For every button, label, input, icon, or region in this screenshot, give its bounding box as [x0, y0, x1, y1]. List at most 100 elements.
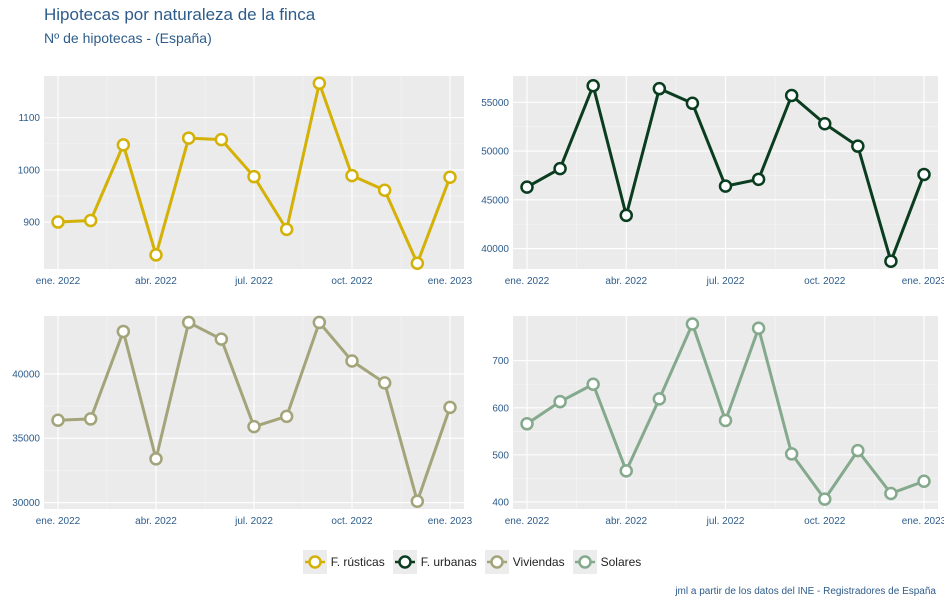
panel-solares: 400 500 600 700 ene. 2022 abr. 2022 jul. 2022 o…	[492, 316, 944, 527]
y-tick-label: 50000	[481, 147, 509, 158]
panel-viviendas: 30000 35000 40000 ene. 2022 abr. 2022 jul. 20…	[12, 315, 473, 527]
data-point-solares	[884, 486, 898, 501]
legend-label-urbanas: F. urbanas	[420, 555, 477, 569]
data-point-rusticas	[312, 76, 327, 91]
x-tick-label: ene. 2023	[428, 516, 473, 527]
data-point-solares	[685, 317, 700, 331]
data-point-viviendas	[116, 324, 131, 339]
data-point-solares	[652, 392, 667, 406]
legend-label-viviendas: Viviendas	[512, 555, 565, 569]
data-point-rusticas	[443, 170, 457, 184]
data-point-urbanas	[851, 139, 865, 153]
data-point-rusticas	[377, 183, 392, 197]
data-point-viviendas	[247, 419, 261, 434]
panel-rusticas: 900 1000 1100 ene. 2022 abr. 2022 jul. 2022 oc…	[18, 76, 473, 287]
y-tick-label: 35000	[12, 434, 40, 445]
chart-subtitle: Nº de hipotecas - (España)	[44, 30, 212, 46]
data-point-urbanas	[718, 179, 733, 193]
y-tick-label: 700	[492, 356, 509, 367]
data-point-urbanas	[884, 254, 898, 268]
x-tick-label: oct. 2022	[804, 516, 846, 527]
data-point-solares	[619, 464, 633, 478]
x-tick-label: abr. 2022	[135, 516, 177, 527]
panel-urbanas: 40000 45000 50000 55000 ene. 2022 abr. 2022 ju…	[481, 76, 944, 287]
x-tick-label: abr. 2022	[605, 516, 647, 527]
data-point-rusticas	[214, 132, 229, 147]
x-tick-label: oct. 2022	[331, 276, 373, 287]
data-point-viviendas	[312, 315, 327, 330]
data-point-viviendas	[83, 412, 98, 426]
x-tick-label: abr. 2022	[605, 276, 647, 287]
data-point-urbanas	[917, 167, 931, 182]
data-point-urbanas	[751, 172, 766, 187]
charts-canvas: 900 1000 1100 ene. 2022 abr. 2022 jul. 2022 oc…	[12, 76, 944, 527]
y-tick-label: 500	[492, 450, 509, 461]
legend-item-rusticas: F. rústicas	[302, 550, 385, 574]
x-tick-label: oct. 2022	[804, 276, 846, 287]
y-tick-label: 1000	[18, 165, 41, 176]
data-point-rusticas	[279, 222, 294, 237]
x-tick-label: jul. 2022	[234, 516, 273, 527]
data-point-rusticas	[181, 131, 196, 145]
data-point-urbanas	[520, 180, 534, 194]
x-tick-label: oct. 2022	[331, 516, 373, 527]
legend-item-solares: Solares	[572, 550, 642, 574]
data-point-urbanas	[553, 161, 567, 176]
data-point-solares	[586, 377, 600, 392]
legend-item-viviendas: Viviendas	[484, 550, 565, 574]
y-tick-label: 55000	[481, 98, 509, 109]
data-point-solares	[553, 394, 567, 409]
x-tick-label: ene. 2022	[36, 276, 81, 287]
data-point-solares	[917, 474, 931, 488]
data-point-urbanas	[619, 208, 633, 223]
data-point-solares	[851, 443, 865, 458]
data-point-viviendas	[214, 332, 229, 346]
legend-key-rusticas-icon	[302, 550, 327, 574]
data-point-solares	[818, 492, 832, 506]
data-point-viviendas	[279, 409, 294, 424]
data-point-solares	[520, 417, 534, 431]
legend-label-rusticas: F. rústicas	[330, 555, 385, 569]
y-tick-label: 900	[23, 218, 40, 229]
y-tick-label: 600	[492, 403, 509, 414]
legend-item-urbanas: F. urbanas	[392, 550, 477, 574]
data-point-viviendas	[51, 413, 65, 427]
data-point-viviendas	[377, 376, 392, 390]
data-point-urbanas	[818, 117, 832, 131]
legend-key-viviendas-icon	[484, 550, 509, 574]
x-tick-label: ene. 2022	[505, 516, 550, 527]
x-tick-label: jul. 2022	[234, 276, 273, 287]
y-tick-label: 40000	[12, 369, 40, 380]
data-point-viviendas	[345, 354, 359, 368]
legend-label-solares: Solares	[600, 555, 642, 569]
data-point-urbanas	[586, 78, 600, 93]
data-point-viviendas	[181, 315, 196, 330]
data-point-urbanas	[685, 96, 700, 111]
y-tick-label: 45000	[481, 195, 509, 206]
x-tick-label: ene. 2023	[902, 276, 944, 287]
y-tick-label: 40000	[481, 244, 509, 255]
data-point-urbanas	[652, 81, 667, 96]
data-point-viviendas	[149, 452, 163, 466]
data-point-rusticas	[410, 256, 425, 271]
data-point-rusticas	[345, 168, 359, 183]
x-tick-label: ene. 2022	[505, 276, 550, 287]
data-point-solares	[718, 413, 733, 428]
data-point-urbanas	[784, 88, 799, 103]
data-point-rusticas	[247, 169, 261, 184]
x-tick-label: jul. 2022	[706, 516, 745, 527]
x-tick-label: ene. 2023	[428, 276, 473, 287]
y-tick-label: 400	[492, 497, 509, 508]
data-point-viviendas	[410, 494, 425, 509]
y-tick-label: 30000	[12, 498, 40, 509]
data-point-solares	[751, 321, 766, 335]
x-tick-label: jul. 2022	[706, 276, 745, 287]
legend: F. rústicas F. urbanas Viviendas Solares	[0, 550, 944, 574]
data-point-viviendas	[443, 400, 457, 415]
data-point-rusticas	[51, 215, 65, 229]
data-point-rusticas	[83, 213, 98, 228]
legend-key-urbanas-icon	[392, 550, 417, 574]
source-caption: jml a partir de los datos del INE - Regi…	[675, 586, 936, 597]
data-point-rusticas	[116, 138, 131, 152]
x-tick-label: abr. 2022	[135, 276, 177, 287]
